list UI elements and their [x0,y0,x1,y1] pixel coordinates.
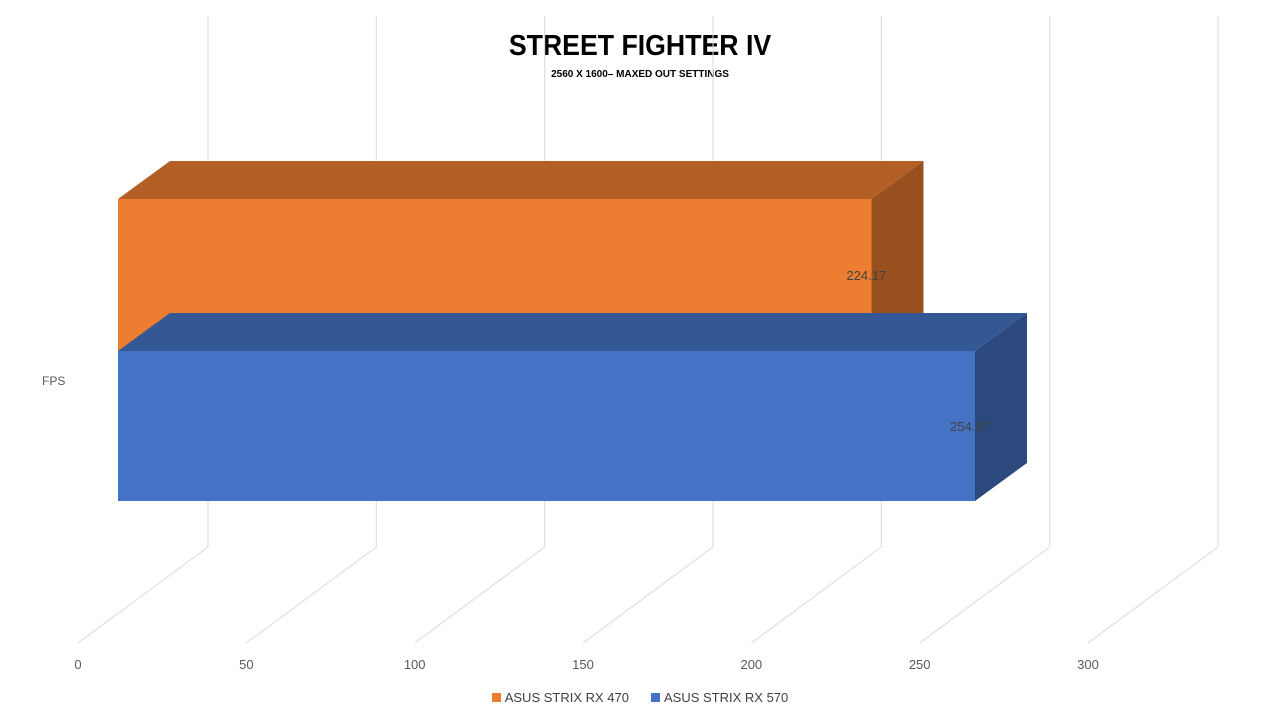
x-tick-label-6: 300 [1077,657,1099,672]
data-label-rx570: 254.97 [950,419,990,434]
x-tick-label-4: 200 [740,657,762,672]
gridline-floor-6 [1087,546,1219,644]
x-tick-label-0: 0 [74,657,81,672]
chart-title: STREET FIGHTER IV [508,30,772,62]
chart-legend: ASUS STRIX RX 470 ASUS STRIX RX 570 [0,690,1280,705]
gridline-floor-3 [582,546,714,644]
bar-side-rx470 [871,161,924,351]
gridline-floor-2 [414,546,545,644]
legend-label-rx470: ASUS STRIX RX 470 [504,690,629,705]
gridline-floor-0 [77,546,209,644]
legend-item-rx570: ASUS STRIX RX 570 [651,690,788,705]
gridline-floor-4 [751,546,882,644]
gridline-floor-1 [246,546,377,644]
legend-swatch-rx470 [491,693,501,702]
gridline-floor-5 [919,546,1050,644]
legend-swatch-rx570 [651,693,660,702]
data-label-rx470: 224.17 [846,268,886,283]
y-category-label: FPS [42,374,65,388]
bar-top-rx570 [118,313,1027,351]
x-tick-label-3: 150 [572,657,594,672]
legend-item-rx470: ASUS STRIX RX 470 [491,690,629,705]
legend-label-rx570: ASUS STRIX RX 570 [664,690,789,705]
chart-subtitle: 2560 X 1600– MAXED OUT SETTINGS [551,69,729,80]
x-tick-label-2: 100 [404,657,426,672]
x-tick-label-1: 50 [239,657,253,672]
bar-side-rx570 [975,313,1027,501]
x-tick-label-5: 250 [909,657,931,672]
bar-top-rx470 [118,161,924,199]
bar-front-rx570 [118,351,975,501]
